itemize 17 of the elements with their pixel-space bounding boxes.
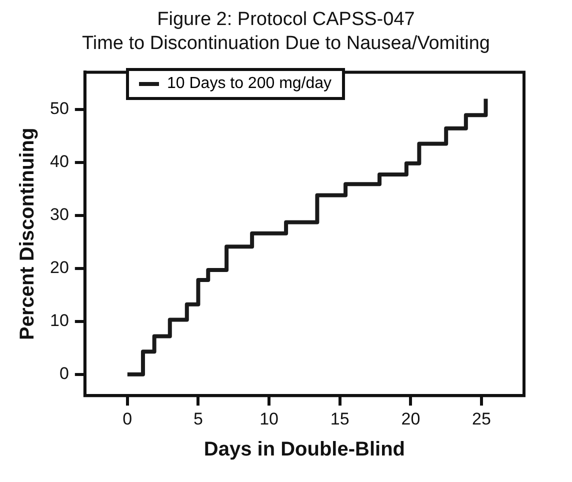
x-tick-label: 15 [330,409,350,428]
x-tick-label: 10 [260,409,279,428]
y-tick-label: 10 [50,311,69,330]
chart-title: Figure 2: Protocol CAPSS-047 [156,8,416,32]
y-tick-label: 0 [59,364,69,384]
y-tick-label: 20 [50,258,69,278]
y-tick-label: 40 [50,152,69,172]
x-tick-label: 0 [122,409,132,428]
y-axis-title: Percent Discontinuing [16,128,39,340]
y-tick-label: 30 [50,205,69,224]
x-tick-label: 5 [193,409,203,428]
y-tick-label: 50 [50,99,69,118]
chart-subtitle: Time to Discontinuation Due to Nausea/Vomiting [80,32,491,56]
x-tick-label: 20 [401,409,420,428]
legend-label: 10 Days to 200 mg/day [167,75,332,93]
x-tick-label: 25 [472,409,491,428]
x-axis-title: Days in Double-Blind [204,438,406,461]
